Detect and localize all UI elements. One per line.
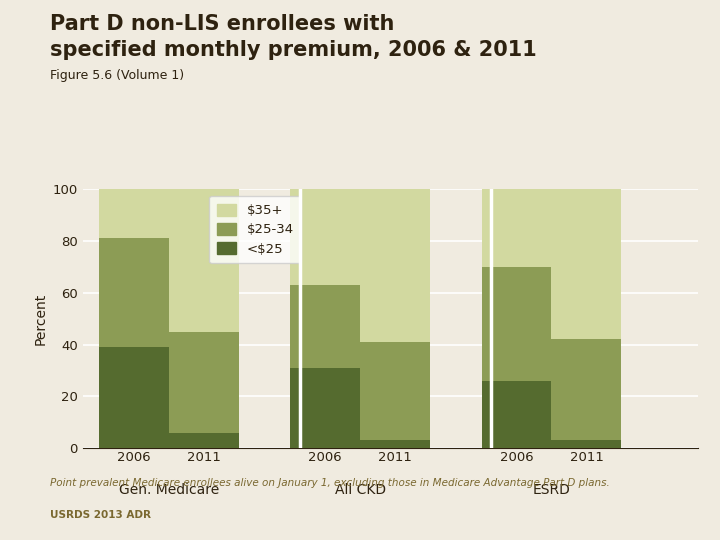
Bar <box>482 381 552 448</box>
Legend: $35+, $25-34, <$25: $35+, $25-34, <$25 <box>210 195 302 264</box>
Bar <box>552 339 621 441</box>
Bar <box>482 267 552 381</box>
Text: USRDS 2013 ADR: USRDS 2013 ADR <box>50 510 151 521</box>
Bar <box>360 441 431 448</box>
Bar <box>360 189 431 342</box>
Bar <box>290 285 360 368</box>
Bar <box>169 433 239 448</box>
Text: Figure 5.6 (Volume 1): Figure 5.6 (Volume 1) <box>50 69 184 82</box>
Bar <box>99 347 169 448</box>
Bar <box>290 189 360 285</box>
Bar <box>360 342 431 441</box>
Bar <box>169 189 239 332</box>
Text: Point prevalent Medicare enrollees alive on January 1, excluding those in Medica: Point prevalent Medicare enrollees alive… <box>50 478 610 488</box>
Text: All CKD: All CKD <box>335 483 386 497</box>
Bar <box>99 238 169 347</box>
Bar <box>552 441 621 448</box>
Bar <box>290 368 360 448</box>
Text: ESRD: ESRD <box>533 483 570 497</box>
Y-axis label: Percent: Percent <box>33 293 47 345</box>
Bar <box>99 189 169 238</box>
Text: Part D non-LIS enrollees with: Part D non-LIS enrollees with <box>50 14 395 33</box>
Bar <box>552 189 621 339</box>
Text: specified monthly premium, 2006 & 2011: specified monthly premium, 2006 & 2011 <box>50 40 537 60</box>
Bar <box>482 189 552 267</box>
Text: Gen. Medicare: Gen. Medicare <box>119 483 219 497</box>
Bar <box>169 332 239 433</box>
